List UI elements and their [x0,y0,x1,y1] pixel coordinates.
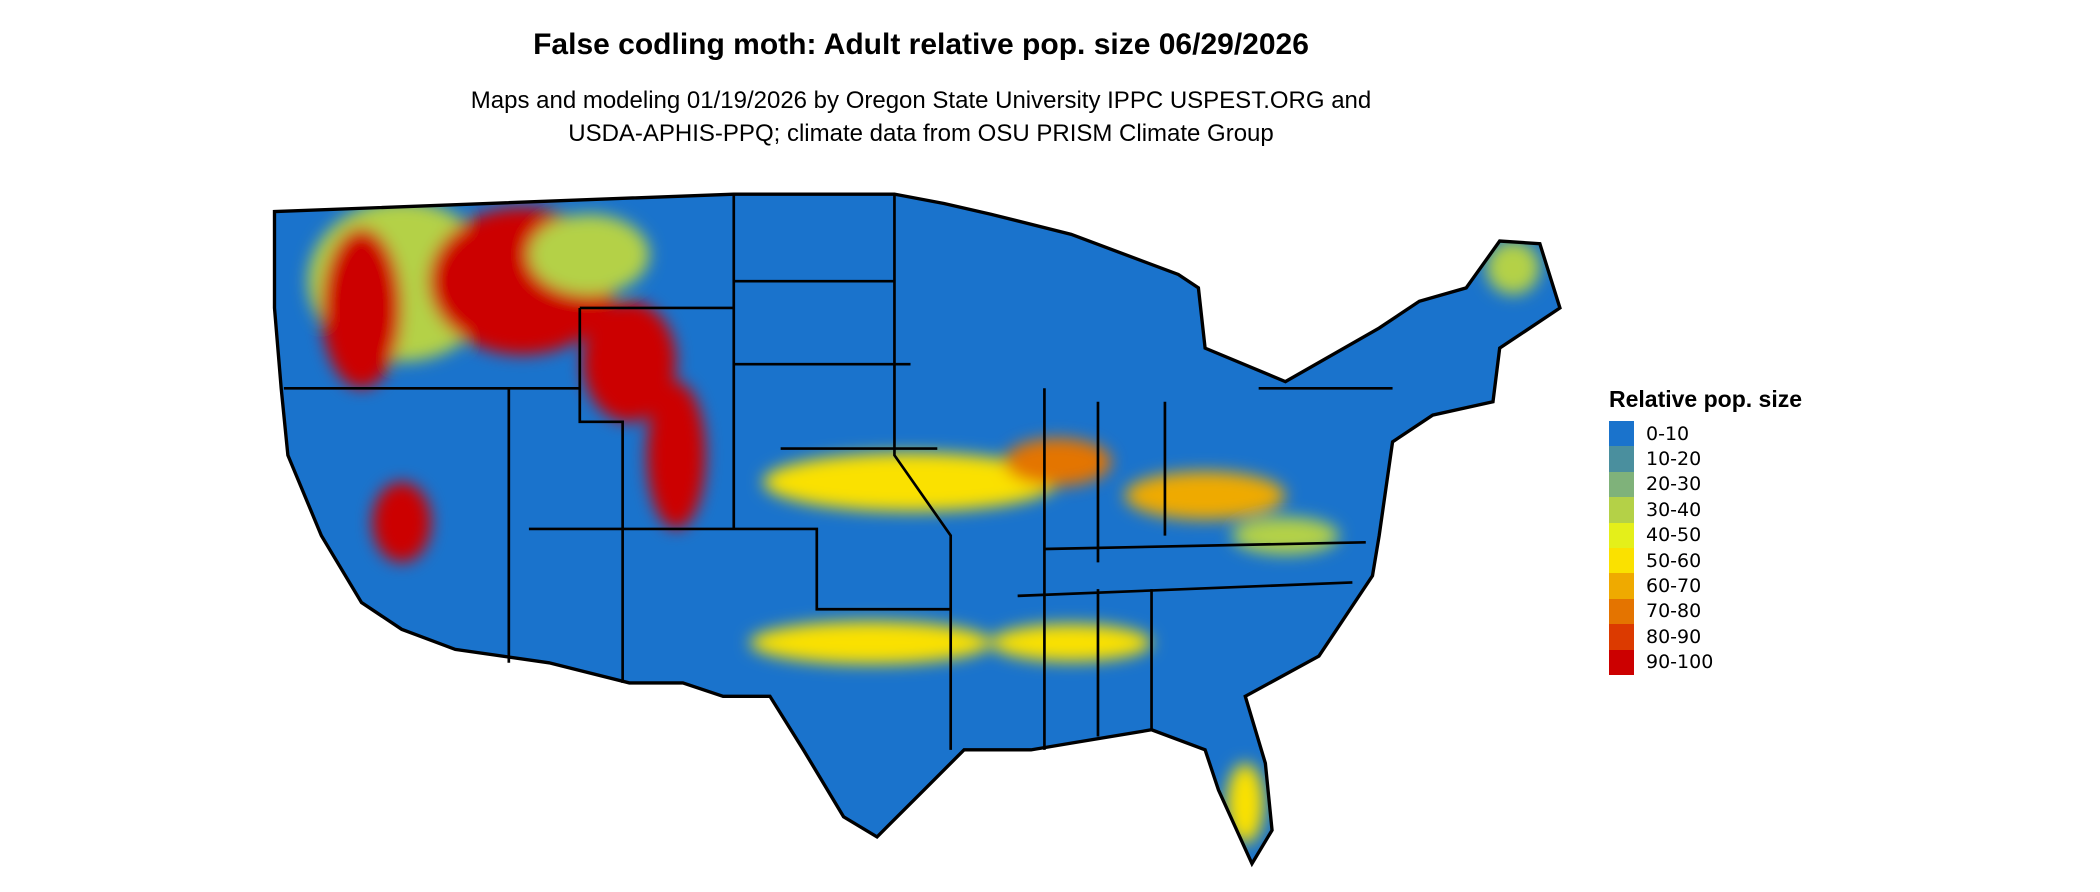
legend-label: 0-10 [1646,422,1690,445]
legend-label: 30-40 [1646,498,1702,521]
legend-swatch [1609,421,1634,447]
legend-swatch [1609,649,1634,675]
subtitle-line-1: Maps and modeling 01/19/2026 by Oregon S… [470,87,1372,114]
legend: Relative pop. size 0-10 10-20 20-30 30-40 40… [1609,386,1802,675]
legend-item: 70-80 [1609,598,1802,625]
legend-label: 20-30 [1646,473,1702,496]
legend-item: 20-30 [1609,471,1802,498]
legend-label: 70-80 [1646,600,1702,623]
legend-swatch [1609,598,1634,625]
legend-item: 10-20 [1609,446,1802,472]
legend-title: Relative pop. size [1609,386,1803,412]
national-border [272,192,1562,868]
legend-item: 30-40 [1609,497,1802,523]
legend-item: 40-50 [1609,522,1802,548]
map-title: False codling moth: Adult relative pop. … [533,28,1309,61]
legend-item: 0-10 [1609,421,1802,447]
legend-swatch [1609,547,1634,574]
legend-swatch [1609,624,1634,650]
legend-item: 90-100 [1609,649,1802,675]
legend-label: 40-50 [1646,524,1702,547]
legend-item: 60-70 [1609,573,1802,599]
population-overlay [307,200,1540,844]
legend-label: 10-20 [1646,448,1702,471]
subtitle-line-2: USDA-APHIS-PPQ; climate data from OSU PR… [568,120,1274,147]
legend-swatch [1609,522,1634,548]
legend-swatch [1609,471,1634,498]
legend-label: 50-60 [1646,549,1702,572]
legend-label: 60-70 [1646,575,1702,598]
legend-item: 50-60 [1609,547,1802,574]
legend-swatch [1609,446,1634,472]
legend-label: 90-100 [1646,651,1714,674]
legend-item: 80-90 [1609,624,1802,650]
legend-swatch [1609,573,1634,599]
legend-label: 80-90 [1646,625,1702,648]
map-subtitle: Maps and modeling 01/19/2026 by Oregon S… [0,84,1842,150]
legend-swatch [1609,497,1634,523]
state-borders [283,194,1393,750]
